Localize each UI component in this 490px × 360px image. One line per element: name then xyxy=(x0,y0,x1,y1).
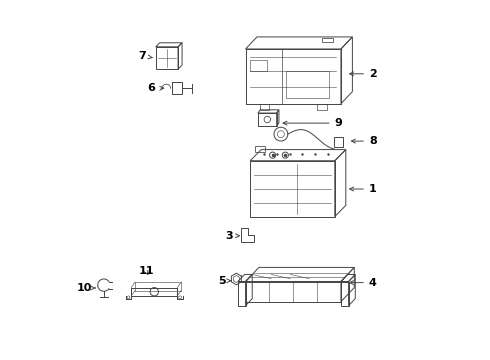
Bar xyxy=(156,47,178,69)
Bar xyxy=(317,104,327,110)
Text: 7: 7 xyxy=(139,51,152,61)
Bar xyxy=(250,60,268,71)
Text: 10: 10 xyxy=(77,283,95,293)
Bar xyxy=(334,137,343,147)
Bar xyxy=(255,146,265,152)
Bar xyxy=(238,282,245,306)
Bar xyxy=(322,38,333,42)
Text: 11: 11 xyxy=(138,266,154,276)
Text: 6: 6 xyxy=(147,83,164,93)
Bar xyxy=(260,104,270,110)
Bar xyxy=(245,282,341,302)
Text: 5: 5 xyxy=(218,276,231,286)
Text: 3: 3 xyxy=(225,231,239,241)
Bar xyxy=(250,161,335,217)
Bar xyxy=(341,282,348,306)
Bar xyxy=(172,82,182,94)
Bar xyxy=(258,113,277,126)
Text: 4: 4 xyxy=(350,278,377,288)
Text: 1: 1 xyxy=(350,184,377,194)
Text: 9: 9 xyxy=(283,118,343,128)
Text: 2: 2 xyxy=(350,69,377,79)
Text: 8: 8 xyxy=(351,136,377,146)
Bar xyxy=(286,71,328,98)
